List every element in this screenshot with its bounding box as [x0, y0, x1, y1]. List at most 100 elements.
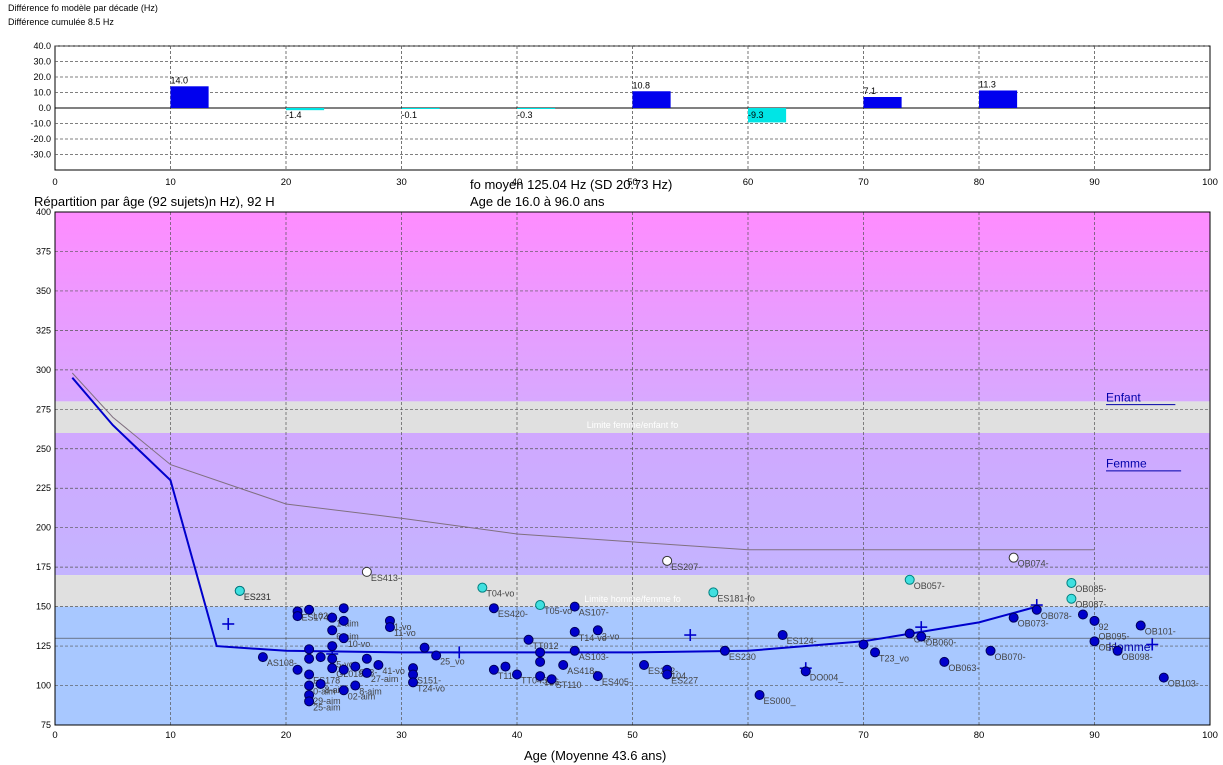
subject-point: [558, 660, 569, 671]
subject-point-label: 27-aim: [371, 674, 399, 684]
subject-point: [1135, 620, 1146, 631]
top-bar-label: -1.4: [286, 110, 302, 120]
main-x-tick-label: 60: [743, 730, 754, 741]
subject-point-label: OB101-: [1145, 627, 1176, 637]
main-y-tick-label: 350: [36, 286, 51, 296]
subject-point-cyan-label: ES181-fo: [717, 593, 755, 603]
subject-point: [361, 667, 372, 678]
subject-point: [408, 677, 419, 688]
main-x-tick-label: 90: [1089, 730, 1100, 741]
subject-point: [535, 671, 546, 682]
top-bar: [170, 86, 209, 108]
top-x-tick-label: 50: [627, 177, 638, 188]
subject-point-label: OB098-: [1122, 652, 1153, 662]
subject-point-label: 29-aim: [313, 696, 341, 706]
top-chart-subtitle: Différence cumulée 8.5 Hz: [8, 17, 114, 27]
subject-point: [569, 601, 580, 612]
subject-point-label: 3-vo: [602, 631, 620, 641]
subject-point-cyan: [708, 587, 719, 598]
subject-point-cyan: [1066, 577, 1077, 588]
subject-point: [338, 664, 349, 675]
subject-point-label: ES230: [729, 652, 756, 662]
subject-point-label: AS103-: [579, 652, 609, 662]
top-x-tick-label: 20: [281, 177, 292, 188]
top-y-tick-label: 10.0: [33, 88, 51, 98]
subject-point-label: ES420-: [498, 609, 528, 619]
subject-point: [546, 674, 557, 685]
subject-point: [327, 663, 338, 674]
subject-point: [1008, 612, 1019, 623]
subject-point: [304, 604, 315, 615]
subject-point-label: AS107-: [579, 608, 609, 618]
subject-point-label: AS108-: [267, 658, 297, 668]
main-y-tick-label: 400: [36, 207, 51, 217]
top-bar-label: 10.8: [633, 80, 651, 90]
subject-point: [350, 680, 361, 691]
subject-point: [431, 650, 442, 661]
main-chart-title-left: Répartition par âge (92 sujets)n Hz), 92…: [34, 194, 275, 209]
subject-point: [569, 645, 580, 656]
subject-point-cyan: [477, 582, 488, 593]
top-y-tick-label: 40.0: [33, 41, 51, 51]
top-x-tick-label: 90: [1089, 177, 1100, 188]
top-bar-label: -0.3: [517, 110, 533, 120]
subject-point: [754, 690, 765, 701]
subject-point-white-label: ES413-: [371, 573, 401, 583]
subject-point-label: T14-vo: [579, 633, 607, 643]
subject-point-label: 11-vo: [394, 628, 416, 638]
subject-point-label: 10-vo: [348, 639, 371, 649]
top-x-tick-label: 70: [858, 177, 869, 188]
band-blue: [55, 606, 1210, 725]
subject-point: [523, 634, 534, 645]
main-y-tick-label: 225: [36, 483, 51, 493]
top-x-tick-label: 40: [512, 177, 523, 188]
subject-point: [327, 641, 338, 652]
subject-point: [338, 603, 349, 614]
subject-point-label: OB0: [1099, 642, 1117, 652]
subject-point: [338, 685, 349, 696]
subject-point-cyan-label: ES231: [244, 592, 271, 602]
subject-point-label: 92: [1099, 622, 1109, 632]
subject-point: [327, 612, 338, 623]
subject-point: [304, 669, 315, 680]
subject-point: [500, 661, 511, 672]
subject-point-label: ES174: [302, 612, 329, 622]
top-x-tick-label: 60: [743, 177, 754, 188]
top-bar-label: 14.0: [171, 75, 189, 85]
subject-point-white: [662, 555, 673, 566]
subject-point-label: T11: [498, 671, 513, 681]
subject-point: [985, 645, 996, 656]
subject-point: [1031, 604, 1042, 615]
top-bar-label: 11.3: [979, 79, 996, 89]
subject-point: [569, 626, 580, 637]
subject-point-white: [361, 566, 372, 577]
subject-point-label: 02-aim: [348, 691, 376, 701]
top-bar: [286, 108, 325, 111]
subject-point-cyan-label: OB087-: [1075, 600, 1106, 610]
subject-point-label: T23_vo: [879, 653, 909, 663]
subject-point: [338, 633, 349, 644]
subject-point: [719, 645, 730, 656]
subject-point: [858, 639, 869, 650]
subject-point: [1077, 609, 1088, 620]
subject-point-label: 5-vo: [336, 660, 354, 670]
top-bar-label: -0.1: [402, 110, 418, 120]
subject-point-label: S151-: [417, 675, 441, 685]
main-x-tick-label: 0: [52, 730, 57, 741]
subject-point: [535, 647, 546, 658]
subject-point: [384, 622, 395, 633]
main-chart-title-center: fo moyen 125.04 Hz (SD 20.73 Hz): [470, 177, 673, 192]
subject-point-label: TT012: [533, 641, 559, 651]
main-y-tick-label: 100: [36, 681, 51, 691]
subject-point: [1089, 636, 1100, 647]
subject-point-label: OB103-: [1168, 679, 1199, 689]
subject-point-label: 25-aim: [313, 702, 341, 712]
main-y-tick-label: 75: [41, 720, 51, 730]
subject-point: [292, 664, 303, 675]
subject-point-cyan-label: OB057-: [914, 581, 945, 591]
x-axis-label: Age (Moyenne 43.6 ans): [524, 748, 667, 763]
subject-point-label: GL018: [336, 669, 363, 679]
main-plot-frame: [54, 211, 1211, 726]
